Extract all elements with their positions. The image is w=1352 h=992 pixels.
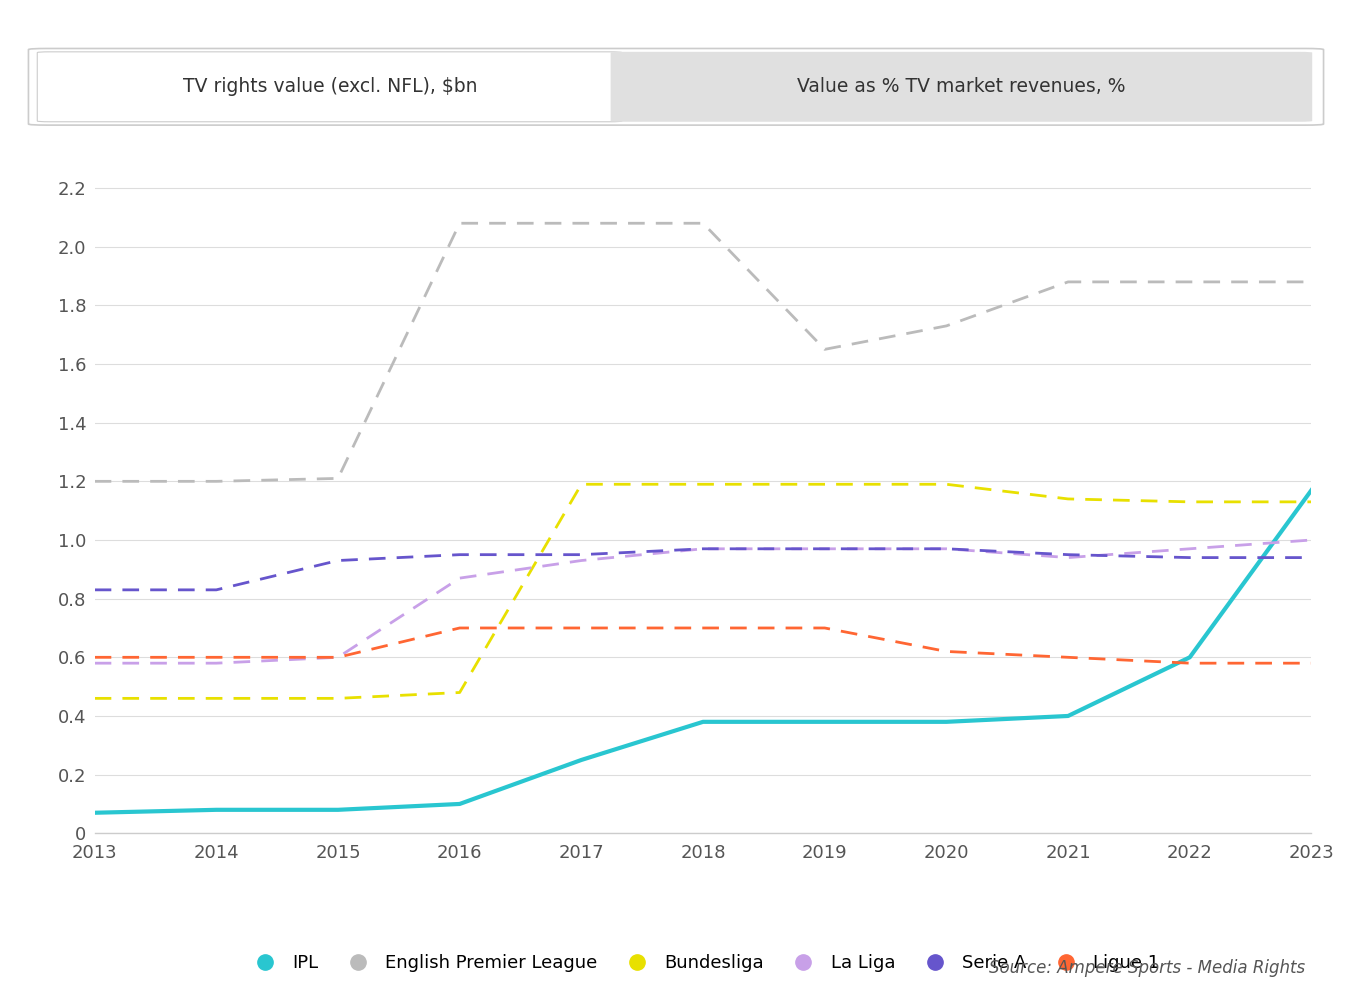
FancyBboxPatch shape xyxy=(611,52,1313,122)
Text: Source: Ampere Sports - Media Rights: Source: Ampere Sports - Media Rights xyxy=(988,959,1305,977)
Text: TV rights value (excl. NFL), $bn: TV rights value (excl. NFL), $bn xyxy=(183,77,477,96)
FancyBboxPatch shape xyxy=(38,52,622,122)
Text: Value as % TV market revenues, %: Value as % TV market revenues, % xyxy=(798,77,1126,96)
Legend: IPL, English Premier League, Bundesliga, La Liga, Serie A, Ligue 1: IPL, English Premier League, Bundesliga,… xyxy=(239,947,1167,979)
